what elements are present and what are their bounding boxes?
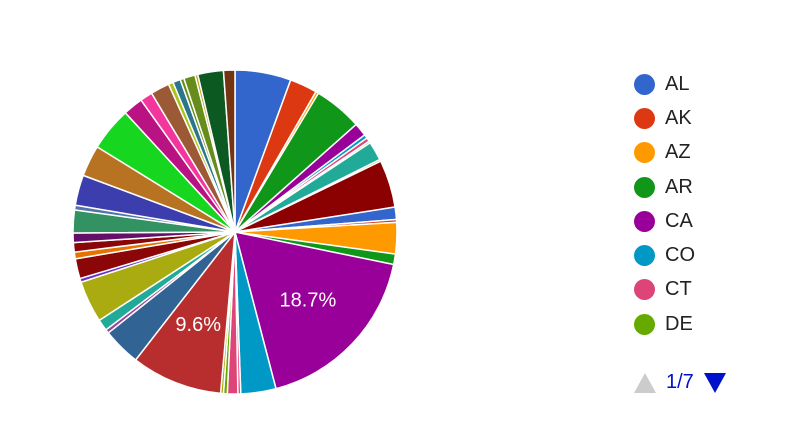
legend-label: AZ [665, 141, 691, 164]
legend-label: CA [665, 209, 693, 232]
legend-item-az[interactable]: AZ [634, 136, 695, 170]
legend-label: DE [665, 312, 693, 335]
pie-slices [72, 69, 398, 395]
legend-swatch [634, 176, 655, 198]
legend-label: AR [665, 175, 693, 198]
legend-item-co[interactable]: CO [634, 238, 695, 272]
legend-next-page-icon[interactable] [703, 372, 726, 393]
pie-slice-label-21: 9.6% [175, 314, 221, 336]
legend-swatch [634, 313, 655, 335]
legend-label: CO [665, 244, 695, 267]
legend: AL AK AZ AR CA CO CT DE [634, 67, 695, 341]
legend-item-al[interactable]: AL [634, 67, 695, 101]
legend-swatch [634, 210, 655, 232]
legend-swatch [634, 279, 655, 301]
legend-item-ca[interactable]: CA [634, 204, 695, 238]
legend-page-indicator: 1/7 [666, 371, 694, 393]
pie-slice-label-15: 18.7% [280, 289, 337, 311]
legend-swatch [634, 142, 655, 164]
legend-item-ak[interactable]: AK [634, 101, 695, 135]
legend-label: CT [665, 278, 692, 301]
legend-label: AK [665, 106, 692, 129]
legend-swatch [634, 245, 655, 267]
legend-item-de[interactable]: DE [634, 307, 695, 341]
pie-slice-labels: 18.7% 9.6% [175, 289, 336, 335]
pie-slice-45[interactable] [222, 69, 236, 233]
legend-pager: 1/7 [634, 371, 726, 394]
pie-slice-15[interactable] [233, 231, 395, 390]
legend-label: AL [665, 72, 690, 95]
legend-prev-page-icon[interactable] [634, 372, 656, 393]
legend-swatch [634, 73, 655, 95]
legend-item-ct[interactable]: CT [634, 273, 695, 307]
legend-item-ar[interactable]: AR [634, 170, 695, 204]
pie-slice-21[interactable] [134, 229, 236, 395]
legend-swatch [634, 107, 655, 129]
